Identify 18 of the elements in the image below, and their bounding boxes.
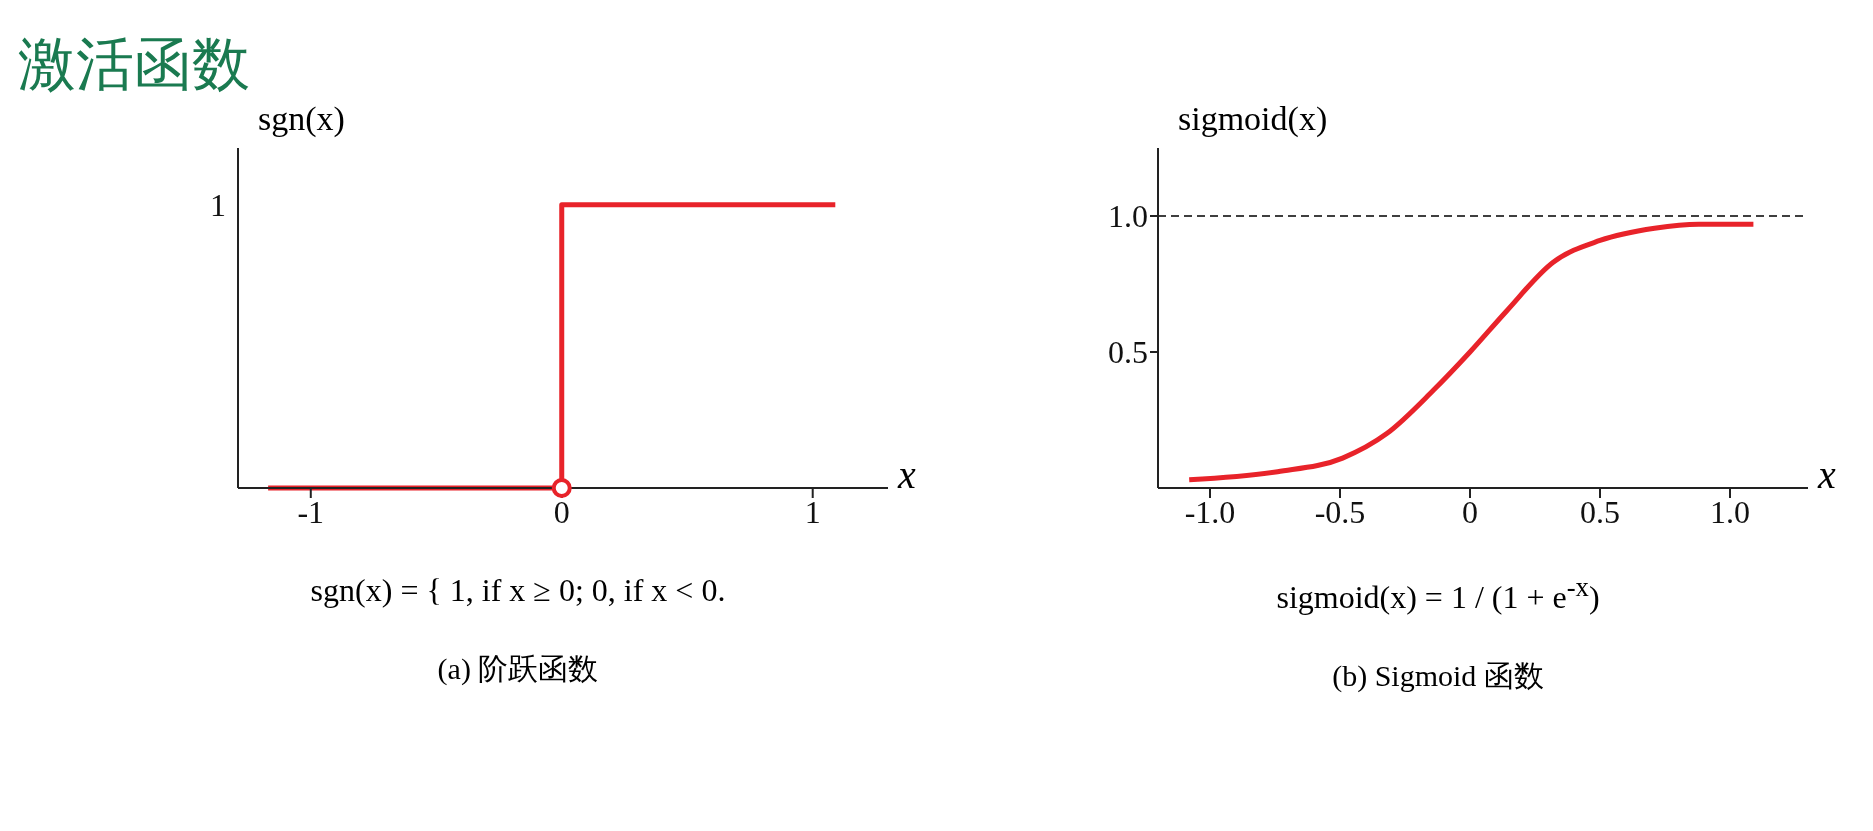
- x-axis-title: x: [898, 451, 916, 498]
- x-tick-label: -1.0: [1184, 493, 1236, 530]
- text: (a) 阶跃函数: [436, 651, 600, 687]
- x-tick-label: 1: [804, 493, 821, 530]
- text: sigmoid(x) = 1 / (1 + e$^{-x}$): [1275, 572, 1601, 616]
- x-tick-label: -0.5: [1314, 493, 1366, 530]
- text: (b) Sigmoid 函数: [1331, 657, 1545, 694]
- x-axis-title: x: [1818, 451, 1836, 498]
- x-tick-label: -1: [297, 493, 325, 530]
- x-tick-label: 0: [1462, 493, 1478, 530]
- y-axis-title: sigmoid(x): [1178, 100, 1328, 138]
- text: sgn(x) = { 1, if x ≥ 0; 0, if x < 0.: [309, 572, 727, 609]
- x-tick-label: 1.0: [1710, 493, 1750, 530]
- chart-title: 激活函数: [18, 29, 250, 100]
- y-axis-title: sgn(x): [258, 100, 345, 138]
- x-tick-label: 0: [553, 493, 570, 530]
- x-tick-label: 0.5: [1580, 493, 1620, 530]
- text: 1: [210, 187, 226, 224]
